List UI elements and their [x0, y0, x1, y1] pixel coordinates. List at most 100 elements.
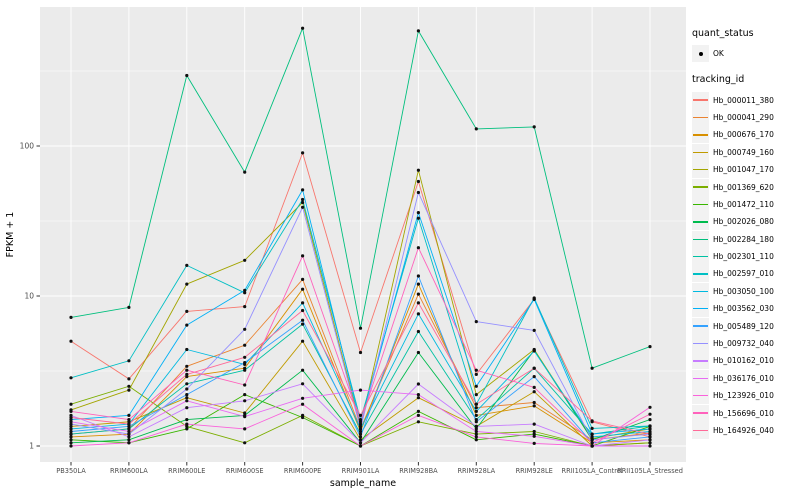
data-point: [532, 125, 536, 129]
data-point: [185, 406, 189, 410]
legend-item-Hb_000749_160: Hb_000749_160: [692, 143, 800, 161]
legend-item-Hb_036176_010: Hb_036176_010: [692, 369, 800, 387]
legend-key-swatch: [692, 422, 709, 439]
legend-key-swatch: [692, 352, 709, 370]
legend-label: Hb_002026_080: [713, 217, 774, 227]
data-point: [416, 246, 420, 250]
legend-label: Hb_010162_010: [713, 356, 774, 366]
data-point: [416, 168, 420, 172]
y-tick-label: 1: [29, 442, 34, 451]
legend-item-Hb_001369_620: Hb_001369_620: [692, 178, 800, 196]
data-point: [358, 422, 363, 426]
legend-label: Hb_009732_040: [713, 339, 774, 349]
data-point: [474, 429, 478, 434]
legend-key-swatch: [692, 335, 709, 353]
data-point: [301, 200, 305, 205]
data-point: [416, 282, 420, 286]
data-point: [648, 429, 652, 434]
data-point: [69, 315, 73, 319]
data-point: [243, 361, 247, 365]
data-point: [127, 413, 131, 417]
data-point: [301, 396, 305, 400]
data-point: [416, 179, 420, 184]
legend-item-Hb_002597_010: Hb_002597_010: [692, 265, 800, 283]
data-point: [416, 382, 420, 386]
data-point: [590, 432, 594, 436]
legend-label: Hb_000041_290: [713, 112, 774, 122]
legend-line-icon: [693, 186, 708, 188]
legend-label: Hb_156696_010: [713, 408, 774, 418]
data-point: [474, 402, 478, 406]
data-point: [127, 388, 131, 392]
legend-item-Hb_156696_010: Hb_156696_010: [692, 404, 800, 422]
legend-line-icon: [693, 395, 708, 397]
data-point: [416, 274, 420, 278]
data-point: [590, 438, 594, 442]
data-point: [358, 350, 363, 355]
data-point: [416, 393, 420, 397]
data-point: [69, 376, 73, 380]
data-point: [243, 368, 247, 372]
data-point: [648, 424, 652, 428]
data-point: [243, 258, 247, 262]
legend-title-tracking-id: tracking_id: [692, 74, 745, 86]
legend-key-swatch: [692, 248, 709, 266]
data-point: [416, 350, 420, 355]
data-point: [127, 384, 131, 388]
data-point: [474, 406, 478, 410]
legend-label: Hb_002301_110: [713, 252, 774, 262]
x-tick-label: RRIM928BA: [399, 467, 438, 475]
data-point: [185, 382, 189, 386]
data-point: [416, 312, 420, 316]
data-point: [185, 309, 189, 313]
data-point: [127, 429, 131, 434]
data-point: [127, 377, 131, 381]
data-point: [358, 441, 363, 445]
legend-item-Hb_164926_040: Hb_164926_040: [692, 422, 800, 439]
legend-key-swatch: [692, 404, 709, 422]
data-point: [358, 444, 363, 448]
data-point: [185, 418, 189, 422]
data-point: [648, 345, 652, 349]
data-point: [185, 427, 189, 431]
data-point: [648, 432, 652, 436]
legend-item-Hb_003562_030: Hb_003562_030: [692, 300, 800, 318]
data-point: [185, 372, 189, 376]
data-point: [69, 422, 73, 426]
data-point: [301, 205, 305, 209]
legend-key-swatch: [692, 387, 709, 405]
data-point: [532, 328, 536, 332]
legend-label: Hb_000011_380: [713, 95, 774, 105]
data-point: [243, 411, 247, 415]
data-point: [532, 429, 536, 434]
legend-key-swatch: [692, 265, 709, 283]
data-point: [648, 412, 652, 416]
data-point: [532, 400, 536, 405]
legend-label-ok: OK: [713, 49, 724, 59]
data-point: [532, 434, 536, 438]
legend-key-ok: [692, 45, 709, 63]
x-tick-label: RRII105LA_Control: [562, 467, 623, 475]
data-point: [243, 415, 247, 419]
legend-line-icon: [693, 429, 708, 432]
data-point: [358, 388, 363, 392]
y-axis-title: FPKM + 1: [5, 212, 16, 258]
data-point: [243, 291, 247, 295]
data-point: [127, 441, 131, 445]
data-point: [69, 438, 73, 442]
data-point: [416, 413, 420, 417]
legend-line-icon: [693, 238, 708, 240]
data-point: [358, 418, 363, 422]
legend-label: Hb_003562_030: [713, 304, 774, 314]
x-tick-label: RRIM901LA: [342, 467, 380, 475]
data-point: [185, 364, 189, 368]
data-point: [474, 393, 478, 397]
data-point: [69, 429, 73, 434]
legend-label: Hb_002284_180: [713, 234, 774, 244]
data-point: [358, 413, 363, 417]
data-point: [69, 415, 73, 420]
data-point: [301, 287, 305, 291]
data-point: [185, 399, 189, 403]
point-marker-icon: [698, 51, 703, 56]
x-tick-label: RRIM928LA: [457, 467, 495, 475]
